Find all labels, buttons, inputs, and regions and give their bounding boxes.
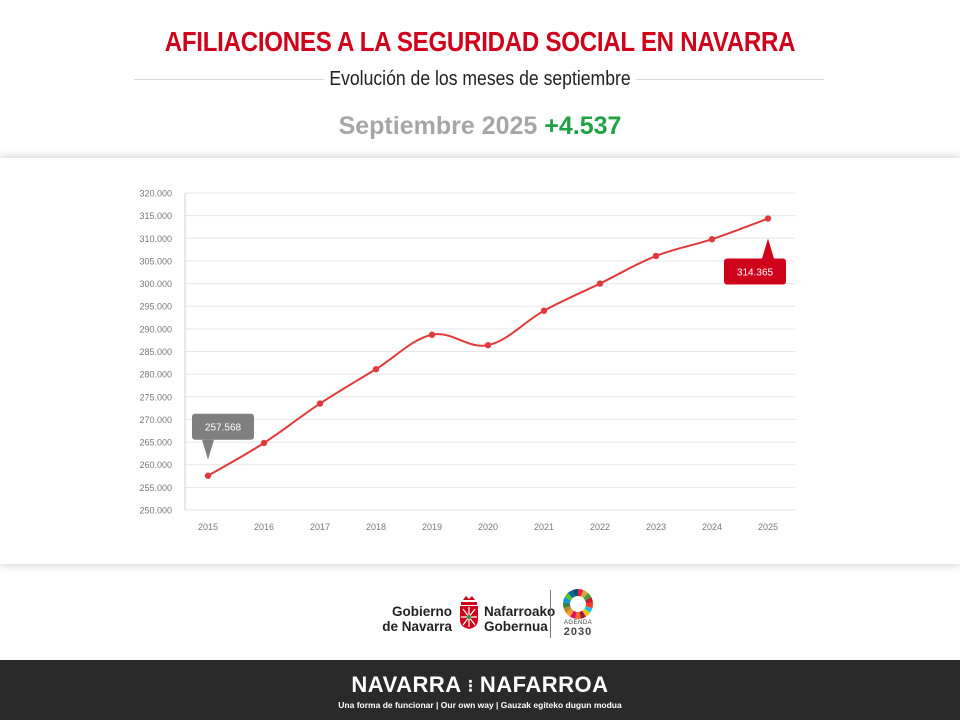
y-tick-label: 280.000 — [139, 370, 172, 380]
sdg-wheel-segment — [579, 610, 586, 619]
y-tick-label: 300.000 — [139, 279, 172, 289]
agenda-label: AGENDA — [563, 620, 593, 626]
data-point — [540, 307, 548, 314]
sdg-wheel-segment — [580, 590, 589, 599]
data-point — [764, 215, 772, 222]
y-tick-label: 285.000 — [139, 347, 172, 357]
sdg-wheel-segment — [575, 611, 581, 619]
navarra-shield-icon — [460, 596, 478, 629]
data-point — [596, 280, 604, 287]
y-tick-label: 305.000 — [139, 256, 172, 266]
callout-label: 314.365 — [737, 268, 774, 279]
data-point — [484, 341, 492, 349]
series-line — [207, 217, 769, 477]
page-subtitle: Evolución de los meses de septiembre — [58, 68, 903, 91]
sdg-wheel-icon — [562, 589, 594, 619]
x-tick-label: 2021 — [534, 522, 554, 532]
x-tick-label: 2020 — [478, 522, 498, 532]
subtitle-text: Evolución de los meses de septiembre — [324, 68, 636, 90]
sdg-wheel-segment — [578, 589, 584, 597]
callout-box — [724, 258, 786, 285]
footer-brand-left: NAVARRA — [351, 672, 462, 697]
headline: Septiembre 2025 +4.537 — [0, 112, 960, 141]
headline-label: Septiembre 2025 — [338, 112, 538, 140]
data-point — [372, 365, 380, 373]
sdg-wheel-segment — [582, 608, 590, 617]
y-tick-label: 265.000 — [139, 438, 172, 448]
agenda-2030-logo: AGENDA 2030 — [558, 588, 598, 640]
agenda-year: 2030 — [563, 626, 593, 638]
gov-name-eu-line2: Gobernua — [484, 619, 548, 634]
sdg-wheel-segment — [563, 597, 571, 604]
gov-name-es-line1: Gobierno — [392, 604, 452, 619]
logo-divider — [550, 590, 551, 638]
callout-pointer — [202, 439, 214, 460]
gov-name-eu: Nafarroako Gobernua — [484, 604, 564, 634]
y-tick-label: 275.000 — [139, 392, 172, 402]
sdg-wheel-segment — [585, 597, 593, 604]
data-point — [708, 235, 716, 243]
sdg-wheel-segment — [563, 606, 572, 614]
data-point — [260, 439, 268, 447]
sdg-wheel-segment — [567, 590, 576, 599]
sdg-wheel-segment — [566, 608, 574, 617]
x-tick-label: 2019 — [422, 522, 442, 532]
y-tick-label: 295.000 — [139, 302, 172, 312]
data-point — [428, 331, 436, 338]
x-tick-label: 2022 — [590, 522, 610, 532]
footer-bar: NAVARRA ⁝ NAFARROA Una forma de funcionar … — [0, 660, 960, 720]
y-tick-label: 250.000 — [139, 506, 172, 516]
y-tick-label: 255.000 — [139, 483, 172, 493]
gov-name-eu-line1: Nafarroako — [484, 604, 556, 619]
sdg-wheel-segment — [562, 602, 571, 609]
data-point — [204, 472, 212, 479]
page-title: AFILIACIONES A LA SEGURIDAD SOCIAL EN NA… — [164, 26, 796, 57]
y-tick-label: 270.000 — [139, 415, 172, 425]
sdg-wheel-segment — [572, 589, 578, 597]
footer-tagline: Una forma de funcionar | Our own way | G… — [338, 700, 622, 710]
x-tick-label: 2017 — [310, 522, 330, 532]
government-logo: Gobierno de Navarra Nafarroako Gobernua … — [360, 586, 610, 642]
x-tick-label: 2016 — [254, 522, 274, 532]
footer-brand: NAVARRA ⁝ NAFARROA — [0, 672, 960, 698]
headline-delta: +4.537 — [544, 112, 622, 140]
footer-brand-right: NAFARROA — [479, 672, 609, 697]
x-tick-label: 2023 — [646, 522, 666, 532]
chart-card: 250.000 255.000 260.000 265.000 270.000 275.0… — [0, 158, 960, 564]
y-tick-label: 310.000 — [139, 234, 172, 244]
data-point — [316, 400, 324, 407]
x-tick-label: 2024 — [702, 522, 722, 532]
footer-brand-separator-icon: ⁝ — [467, 676, 474, 696]
sdg-wheel-segment — [585, 602, 594, 609]
y-tick-label: 315.000 — [139, 211, 172, 221]
x-tick-label: 2015 — [198, 522, 218, 532]
line-chart: 250.000 255.000 260.000 265.000 270.000 275.0… — [139, 189, 795, 532]
data-point — [652, 252, 660, 260]
sdg-wheel-segment — [583, 592, 592, 601]
callout-pointer — [762, 238, 774, 259]
y-tick-label: 260.000 — [139, 460, 172, 470]
sdg-wheel-segment — [570, 610, 577, 619]
y-tick-label: 320.000 — [139, 189, 172, 199]
y-tick-label: 290.000 — [139, 324, 172, 334]
x-tick-label: 2025 — [758, 522, 778, 532]
callout-label: 257.568 — [205, 423, 242, 434]
gov-name-es: Gobierno de Navarra — [360, 604, 452, 634]
sdg-wheel-segment — [564, 592, 573, 601]
gov-name-es-line2: de Navarra — [382, 619, 452, 634]
sdg-wheel-segment — [584, 606, 593, 614]
x-tick-label: 2018 — [366, 522, 386, 532]
callout-box — [192, 413, 254, 440]
